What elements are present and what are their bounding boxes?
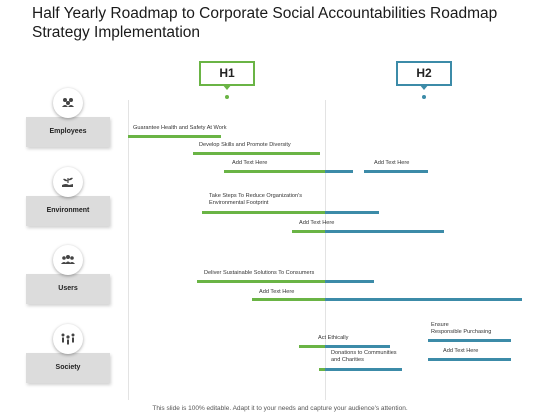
task-bar-blue [428, 358, 511, 361]
task-bar-green [292, 230, 325, 233]
task-bar-blue [325, 368, 402, 371]
h1-label: H1 [219, 66, 235, 80]
column-line-mid [325, 100, 326, 400]
h2-header: H2 [396, 61, 452, 90]
task-text: Add Text Here [259, 289, 295, 295]
category-environment: Environment [26, 196, 110, 226]
task-bar-blue [325, 211, 379, 214]
task-bar-green [252, 298, 325, 301]
task-bar-blue [325, 345, 390, 348]
task-bar-green [202, 211, 325, 214]
task-bar-blue [325, 170, 353, 173]
footer-note: This slide is 100% editable. Adapt it to… [152, 405, 408, 412]
h1-pointer [222, 84, 232, 90]
task-text: Add Text Here [299, 220, 335, 226]
task-bar-green [299, 345, 325, 348]
users-icon [53, 245, 83, 275]
task-bar-green [197, 280, 325, 283]
task-text: Deliver Sustainable Solutions To Consume… [204, 270, 315, 276]
task-text: Develop Skills and Promote Diversity [199, 142, 291, 148]
task-bar-green [193, 152, 320, 155]
hand-plant-icon [53, 167, 83, 197]
task-bar-blue [364, 170, 428, 173]
h1-dot [225, 95, 229, 99]
category-users: Users [26, 274, 110, 304]
task-text: Act Ethically [318, 335, 349, 341]
task-text: Add Text Here [232, 160, 268, 166]
category-employees: Employees [26, 117, 110, 147]
task-text: Ensure Responsible Purchasing [431, 322, 492, 335]
task-bar-blue [325, 298, 522, 301]
society-icon [53, 324, 83, 354]
task-text: Donations to Communities and Charities [331, 350, 397, 363]
task-text: Add Text Here [443, 348, 479, 354]
h2-dot [422, 95, 426, 99]
group-icon [53, 88, 83, 118]
task-bar-blue [325, 280, 374, 283]
task-bar-green [319, 368, 325, 371]
task-text: Add Text Here [374, 160, 410, 166]
task-bar-green [128, 135, 221, 138]
h2-label: H2 [416, 66, 432, 80]
column-line-left [128, 100, 129, 400]
task-bar-blue [428, 339, 511, 342]
task-text: Take Steps To Reduce Organization's Envi… [209, 193, 303, 206]
h1-header: H1 [199, 61, 255, 90]
h2-pointer [419, 84, 429, 90]
task-bar-green [224, 170, 325, 173]
page-title: Half Yearly Roadmap to Corporate Social … [32, 5, 498, 41]
category-society: Society [26, 353, 110, 383]
task-text: Guarantee Health and Safety At Work [133, 125, 227, 131]
task-bar-blue [325, 230, 444, 233]
